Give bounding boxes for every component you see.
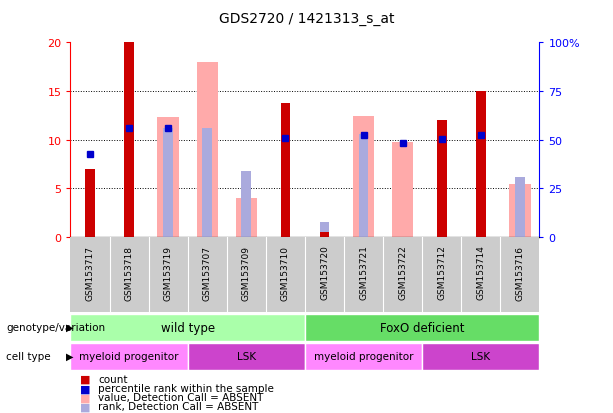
Bar [202, 129, 212, 237]
Bar [353, 117, 375, 237]
Text: ■: ■ [80, 401, 90, 411]
Text: GSM153709: GSM153709 [242, 245, 251, 300]
Bar [509, 184, 531, 237]
Bar [235, 199, 257, 237]
Text: genotype/variation: genotype/variation [6, 322, 105, 332]
Bar [197, 63, 218, 237]
Text: rank, Detection Call = ABSENT: rank, Detection Call = ABSENT [98, 401, 259, 411]
Text: GSM153710: GSM153710 [281, 245, 290, 300]
Text: GSM153721: GSM153721 [359, 245, 368, 300]
Text: myeloid progenitor: myeloid progenitor [79, 351, 179, 361]
Bar [476, 92, 485, 237]
Bar [85, 169, 95, 237]
Text: ■: ■ [80, 383, 90, 393]
Text: cell type: cell type [6, 351, 51, 361]
Bar [70, 314, 305, 341]
Text: ▶: ▶ [66, 351, 74, 361]
Text: LSK: LSK [237, 351, 256, 361]
Text: wild type: wild type [161, 321, 215, 334]
Text: GSM153719: GSM153719 [164, 245, 173, 300]
Bar [281, 104, 291, 237]
Text: myeloid progenitor: myeloid progenitor [314, 351, 413, 361]
Text: value, Detection Call = ABSENT: value, Detection Call = ABSENT [98, 392, 264, 402]
Bar [319, 233, 329, 237]
Bar [70, 343, 188, 370]
Text: ■: ■ [80, 392, 90, 402]
Bar [305, 343, 422, 370]
Text: ■: ■ [80, 374, 90, 384]
Text: GSM153722: GSM153722 [398, 245, 407, 299]
Bar [242, 171, 251, 237]
Bar [422, 343, 539, 370]
Text: GDS2720 / 1421313_s_at: GDS2720 / 1421313_s_at [219, 12, 394, 26]
Bar [515, 177, 525, 237]
Bar [437, 121, 447, 237]
Text: count: count [98, 374, 128, 384]
Text: GSM153717: GSM153717 [86, 245, 94, 300]
Bar [163, 129, 173, 237]
Bar [158, 118, 179, 237]
Text: GSM153716: GSM153716 [516, 245, 524, 300]
Bar [359, 135, 368, 237]
Text: GSM153712: GSM153712 [437, 245, 446, 300]
Bar [124, 43, 134, 237]
Bar [392, 142, 413, 237]
Bar [305, 314, 539, 341]
Text: GSM153707: GSM153707 [203, 245, 211, 300]
Text: GSM153714: GSM153714 [476, 245, 485, 300]
Text: percentile rank within the sample: percentile rank within the sample [98, 383, 274, 393]
Text: ▶: ▶ [66, 322, 74, 332]
Text: FoxO deficient: FoxO deficient [380, 321, 465, 334]
Text: GSM153718: GSM153718 [124, 245, 134, 300]
Text: LSK: LSK [471, 351, 490, 361]
Text: GSM153720: GSM153720 [320, 245, 329, 300]
Bar [319, 223, 329, 237]
Bar [188, 343, 305, 370]
